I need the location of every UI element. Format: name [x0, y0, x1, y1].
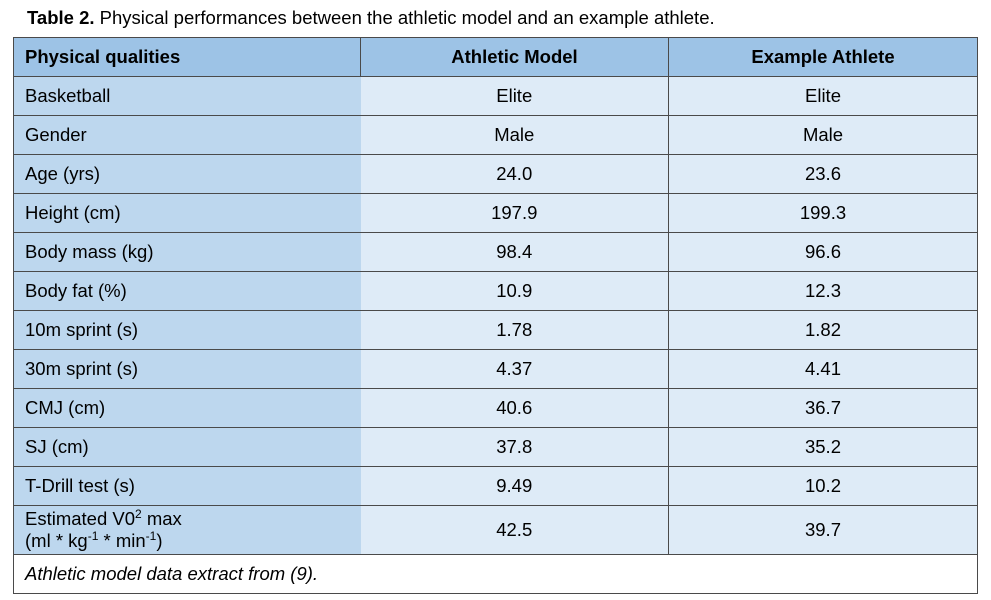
athletic-model-value: Male [360, 115, 669, 155]
athletic-model-value: 1.78 [360, 310, 669, 350]
row-label-vo2max: Estimated V02 max (ml * kg-1 * min-1) [13, 505, 361, 555]
table-row: T-Drill test (s) 9.49 10.2 [13, 466, 978, 506]
footnote-row: Athletic model data extract from (9). [13, 554, 978, 594]
example-athlete-value: 39.7 [668, 505, 978, 555]
row-label: 10m sprint (s) [13, 310, 361, 350]
athletic-model-value: 98.4 [360, 232, 669, 272]
example-athlete-value: 10.2 [668, 466, 978, 506]
table-row: Height (cm) 197.9 199.3 [13, 193, 978, 233]
table-caption: Table 2. Physical performances between t… [27, 6, 715, 30]
athletic-model-value: 10.9 [360, 271, 669, 311]
table-row: Body mass (kg) 98.4 96.6 [13, 232, 978, 272]
table-row: CMJ (cm) 40.6 36.7 [13, 388, 978, 428]
vo2-label-line2: (ml * kg-1 * min-1) [25, 528, 163, 551]
physical-performance-table: Physical qualities Athletic Model Exampl… [13, 37, 978, 594]
row-label: CMJ (cm) [13, 388, 361, 428]
athletic-model-value: 37.8 [360, 427, 669, 467]
row-label: Gender [13, 115, 361, 155]
example-athlete-value: 199.3 [668, 193, 978, 233]
row-label: Age (yrs) [13, 154, 361, 194]
header-athletic-model: Athletic Model [360, 37, 669, 77]
athletic-model-value: 24.0 [360, 154, 669, 194]
vo2-label-line1: Estimated V02 max [25, 506, 182, 529]
athletic-model-value: 4.37 [360, 349, 669, 389]
table-row: 30m sprint (s) 4.37 4.41 [13, 349, 978, 389]
athletic-model-value: 9.49 [360, 466, 669, 506]
athletic-model-value: 42.5 [360, 505, 669, 555]
athletic-model-value: Elite [360, 76, 669, 116]
table-caption-label: Table 2. [27, 7, 95, 28]
table-row: Body fat (%) 10.9 12.3 [13, 271, 978, 311]
example-athlete-value: 35.2 [668, 427, 978, 467]
row-label: T-Drill test (s) [13, 466, 361, 506]
header-physical-qualities: Physical qualities [13, 37, 361, 77]
header-example-athlete: Example Athlete [668, 37, 978, 77]
example-athlete-value: Elite [668, 76, 978, 116]
example-athlete-value: 1.82 [668, 310, 978, 350]
row-label: 30m sprint (s) [13, 349, 361, 389]
header-row: Physical qualities Athletic Model Exampl… [13, 37, 978, 77]
athletic-model-value: 40.6 [360, 388, 669, 428]
table-row: Age (yrs) 24.0 23.6 [13, 154, 978, 194]
row-label: Height (cm) [13, 193, 361, 233]
table-row: SJ (cm) 37.8 35.2 [13, 427, 978, 467]
example-athlete-value: Male [668, 115, 978, 155]
table-row-vo2max: Estimated V02 max (ml * kg-1 * min-1) 42… [13, 505, 978, 555]
athletic-model-value: 197.9 [360, 193, 669, 233]
row-label: Basketball [13, 76, 361, 116]
table-caption-text: Physical performances between the athlet… [94, 7, 715, 28]
example-athlete-value: 12.3 [668, 271, 978, 311]
table-row: Gender Male Male [13, 115, 978, 155]
example-athlete-value: 4.41 [668, 349, 978, 389]
example-athlete-value: 96.6 [668, 232, 978, 272]
table-footnote: Athletic model data extract from (9). [13, 554, 978, 594]
row-label: SJ (cm) [13, 427, 361, 467]
table-row: Basketball Elite Elite [13, 76, 978, 116]
row-label: Body mass (kg) [13, 232, 361, 272]
example-athlete-value: 23.6 [668, 154, 978, 194]
table-row: 10m sprint (s) 1.78 1.82 [13, 310, 978, 350]
example-athlete-value: 36.7 [668, 388, 978, 428]
row-label: Body fat (%) [13, 271, 361, 311]
